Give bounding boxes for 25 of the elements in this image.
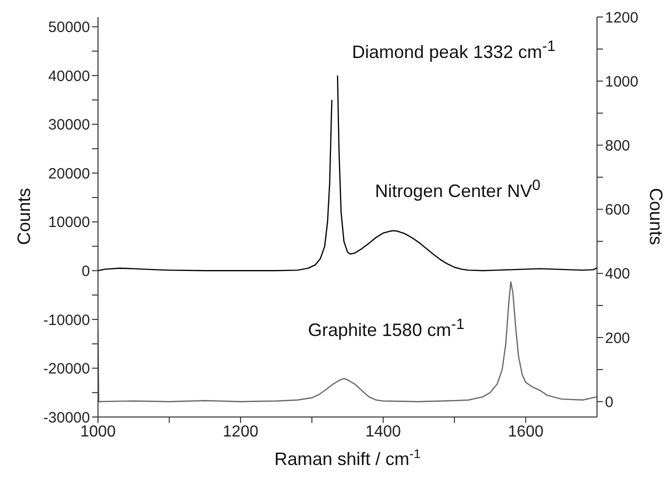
y2-axis-title: Counts [646,188,664,246]
y-tick-label: 40000 [48,68,90,85]
y2-tick-label: 400 [605,266,630,283]
y-tick-label: 50000 [48,19,90,36]
annotation: Graphite 1580 cm$^{-1}$ [308,316,464,341]
y-tick-label: 30000 [48,116,90,134]
y2-tick-label: 1200 [605,9,638,26]
x-axis-title: Raman shift / cm$^{-1}$ [274,447,421,469]
y-tick-label: 10000 [48,214,90,232]
y2-tick-label: 600 [605,202,630,219]
line-series [98,281,597,402]
x-tick-label: 1600 [508,423,544,440]
annotation: Diamond peak 1332 cm$^{-1}$ [352,38,556,63]
y-tick-label: -20000 [43,360,90,378]
y2-tick-label: 0 [605,394,614,411]
y-tick-label: 0 [82,262,90,280]
y-tick-label: 20000 [48,165,90,182]
y-tick-label: -10000 [43,312,90,329]
annotation: Nitrogen Center NV$^{0}$ [375,177,540,202]
y-axis-title: Counts [14,188,34,246]
x-tick-label: 1400 [365,423,402,440]
y2-tick-label: 800 [605,138,630,155]
y2-tick-label: 200 [605,330,630,347]
x-tick-label: 1200 [222,423,258,440]
y2-tick-label: 1000 [605,73,638,90]
